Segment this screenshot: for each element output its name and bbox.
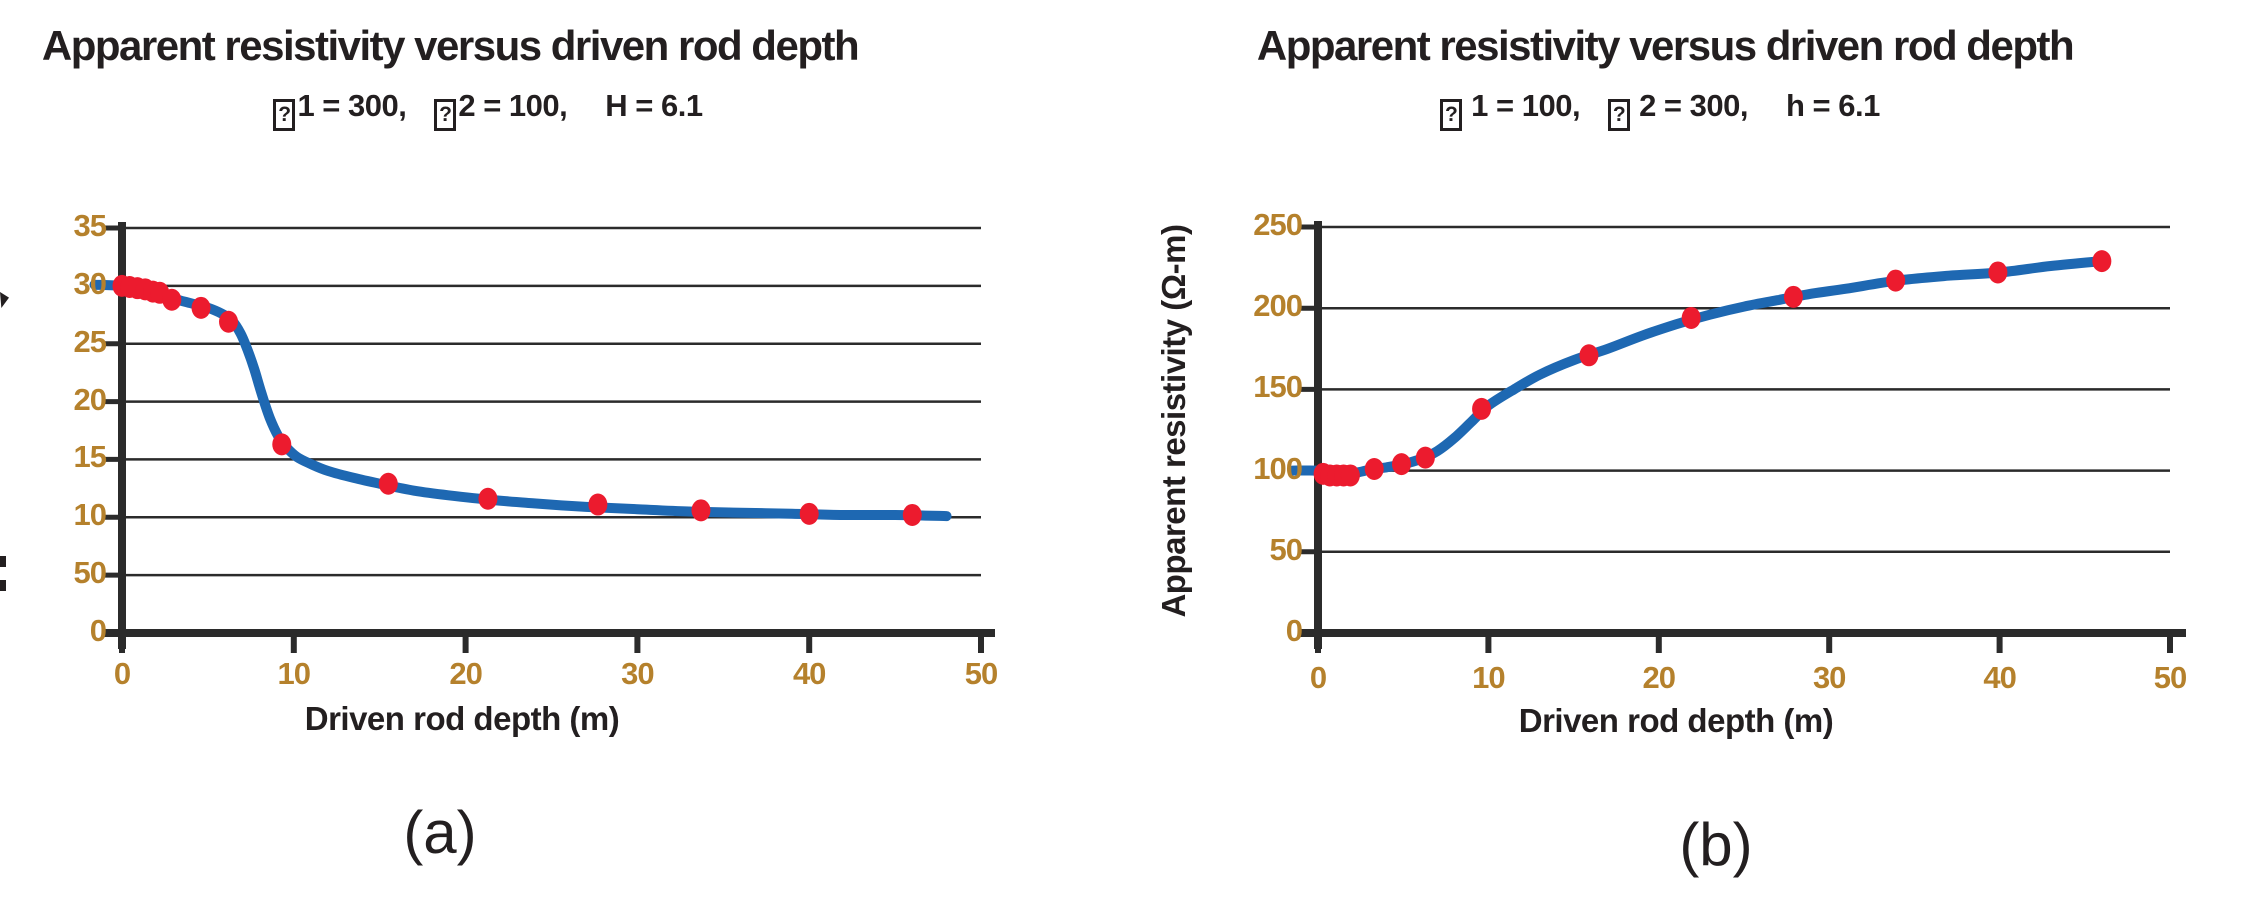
cropped-y-axis-label-fragment [0, 292, 9, 308]
data-point [1364, 457, 1384, 480]
chart-b-title: Apparent resistivity versus driven rod d… [1256, 22, 2075, 69]
x-tick-label: 50 [2153, 660, 2187, 695]
chart-b-subtitle-part1: 1 = 100, [1471, 88, 1581, 123]
chart-a-subtitle-part2: 2 = 100, [458, 88, 568, 123]
x-tick-label: 20 [449, 656, 482, 691]
x-tick-label: 30 [1812, 660, 1846, 695]
y-tick-label: 250 [1253, 207, 1303, 242]
chart-b-subtitle-part3: h = 6.1 [1785, 88, 1880, 123]
chart-a-subtitle-part3: H = 6.1 [605, 88, 703, 123]
data-point [1886, 269, 1906, 292]
panel-b-caption: (b) [1679, 811, 1753, 878]
data-point [799, 502, 819, 525]
chart-b-subtitle: ? 1 = 100,? 2 = 300, h = 6.1 [1210, 88, 2110, 131]
missing-rho-glyph: ? [1608, 99, 1631, 131]
cropped-y-axis-label-fragment [0, 556, 6, 567]
data-point [1988, 261, 2008, 284]
data-point [1415, 446, 1435, 469]
y-tick-label: 50 [73, 555, 107, 591]
data-point [588, 493, 608, 516]
data-point [902, 503, 922, 526]
data-point [378, 472, 398, 495]
x-tick-label: 40 [1983, 660, 2016, 695]
x-tick-label: 0 [113, 656, 131, 691]
panel-a-caption: (a) [403, 799, 477, 866]
y-tick-label: 100 [1253, 450, 1303, 486]
data-point [1681, 306, 1701, 329]
chart-b-subtitle-part2: 2 = 300, [1639, 88, 1748, 123]
x-tick-label: 50 [964, 656, 998, 691]
y-tick-label: 0 [1285, 613, 1303, 648]
x-tick-label: 10 [1472, 660, 1505, 695]
y-tick-label: 50 [1269, 531, 1303, 567]
y-tick-label: 35 [73, 208, 107, 243]
data-point [219, 310, 239, 333]
chart-a-title: Apparent resistivity versus driven rod d… [41, 22, 860, 69]
x-tick-label: 20 [1642, 660, 1676, 695]
data-curve [1287, 256, 2107, 479]
x-tick-label: 0 [1309, 660, 1327, 695]
y-tick-label: 150 [1253, 369, 1303, 405]
data-point [691, 499, 711, 522]
y-tick-label: 25 [73, 323, 107, 359]
data-point [191, 296, 211, 319]
data-point [1579, 344, 1599, 367]
data-point [1472, 397, 1492, 420]
x-tick-label: 30 [621, 656, 654, 691]
chart-b-x-axis-label: Driven rod depth (m) [1518, 702, 1834, 739]
chart-b-y-axis-label: Apparent resistivity (Ω-m) [1155, 224, 1192, 618]
data-point [478, 487, 498, 510]
y-tick-label: 10 [73, 497, 107, 533]
y-tick-label: 20 [73, 381, 107, 417]
data-point [2092, 250, 2112, 273]
x-tick-label: 40 [792, 656, 826, 691]
chart-a-subtitle: ? 1 = 300,? 2 = 100, H = 6.1 [38, 88, 938, 131]
data-point [1391, 453, 1411, 476]
y-tick-label: 200 [1253, 288, 1303, 324]
y-tick-label: 0 [89, 613, 107, 648]
missing-rho-glyph: ? [273, 99, 296, 131]
chart-a-subtitle-part1: 1 = 300, [297, 88, 407, 123]
chart-a-plot [89, 222, 995, 653]
x-tick-label: 10 [277, 656, 311, 691]
data-point [272, 433, 292, 456]
chart-b-plot [1287, 221, 2186, 653]
data-point [1783, 285, 1803, 308]
cropped-y-axis-label-fragment [0, 580, 6, 591]
y-tick-label: 30 [73, 265, 107, 301]
chart-a-x-axis-label: Driven rod depth (m) [304, 700, 620, 737]
missing-rho-glyph: ? [1440, 99, 1463, 131]
data-point [162, 288, 182, 311]
missing-rho-glyph: ? [434, 99, 457, 131]
y-tick-label: 15 [73, 439, 107, 475]
data-point [1340, 464, 1360, 487]
